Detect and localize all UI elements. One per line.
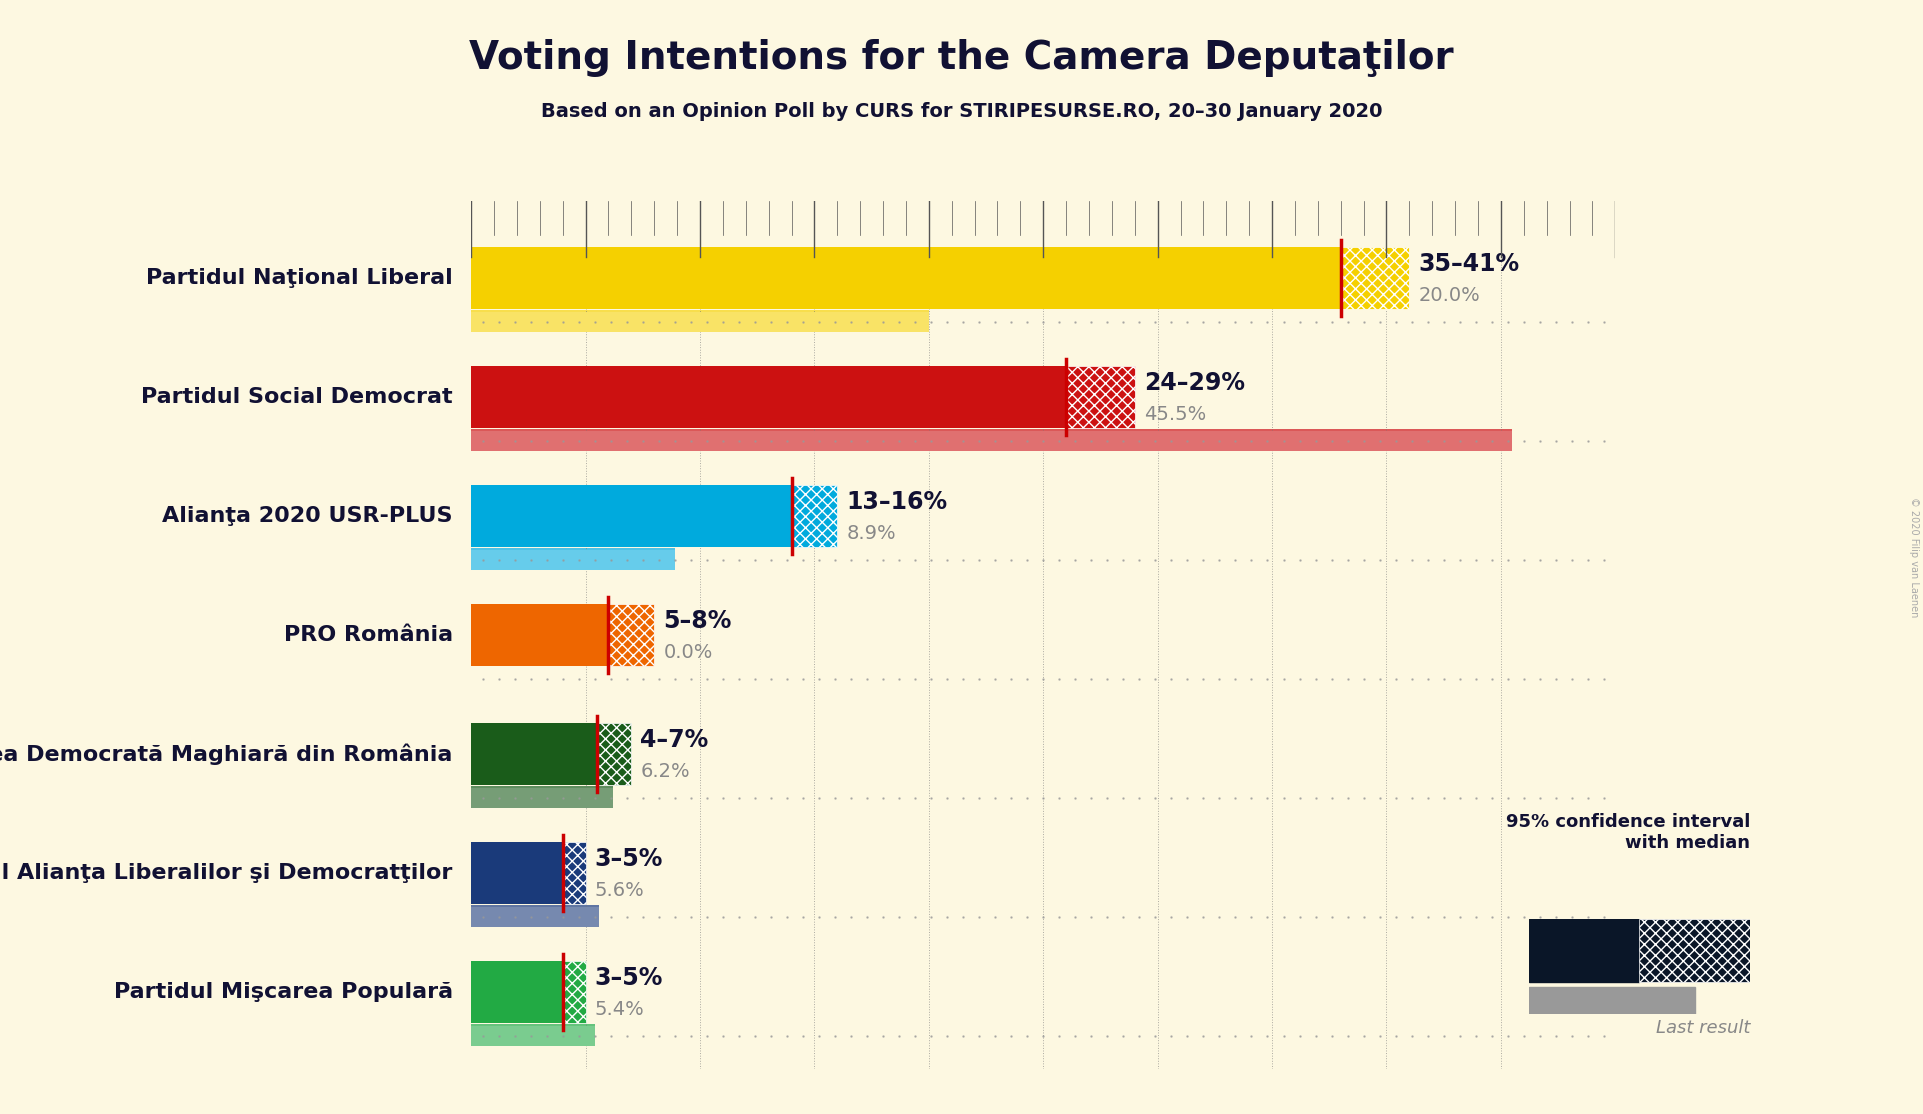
- Bar: [471, 1024, 1615, 1044]
- Text: 0.0%: 0.0%: [663, 643, 713, 663]
- Bar: [1529, 919, 1640, 983]
- Bar: [471, 367, 1065, 428]
- Text: 5.6%: 5.6%: [594, 881, 644, 900]
- Bar: [471, 310, 1615, 330]
- Bar: [1340, 247, 1410, 309]
- Bar: [1640, 919, 1750, 983]
- Bar: [471, 548, 675, 568]
- Text: Based on an Opinion Poll by CURS for STIRIPESURSE.RO, 20–30 January 2020: Based on an Opinion Poll by CURS for STI…: [540, 102, 1383, 121]
- Bar: [471, 961, 563, 1023]
- Bar: [471, 786, 1615, 805]
- Bar: [471, 429, 1615, 449]
- Text: 20.0%: 20.0%: [1419, 286, 1481, 305]
- Bar: [471, 548, 1615, 568]
- Text: 3–5%: 3–5%: [594, 847, 663, 871]
- Text: 6.2%: 6.2%: [640, 762, 690, 781]
- Bar: [608, 604, 654, 666]
- Bar: [471, 842, 563, 903]
- Bar: [563, 842, 587, 903]
- Text: Partidul Social Democrat: Partidul Social Democrat: [140, 387, 452, 407]
- Bar: [471, 429, 1511, 449]
- Text: PRO România: PRO România: [285, 625, 452, 645]
- Text: 24–29%: 24–29%: [1144, 371, 1244, 394]
- Text: Voting Intentions for the Camera Deputaţilor: Voting Intentions for the Camera Deputaţ…: [469, 39, 1454, 77]
- Bar: [471, 1026, 594, 1046]
- Text: Alianţa 2020 USR-PLUS: Alianţa 2020 USR-PLUS: [162, 506, 452, 526]
- Bar: [1529, 987, 1694, 1014]
- Text: 13–16%: 13–16%: [846, 490, 948, 514]
- Bar: [471, 906, 600, 925]
- Bar: [596, 723, 631, 785]
- Text: 8.9%: 8.9%: [846, 525, 896, 544]
- Text: 95% confidence interval
with median: 95% confidence interval with median: [1506, 813, 1750, 852]
- Bar: [471, 786, 613, 805]
- Text: Last result: Last result: [1656, 1019, 1750, 1037]
- Bar: [471, 312, 929, 332]
- Bar: [471, 485, 792, 547]
- Text: 5–8%: 5–8%: [663, 608, 733, 633]
- Bar: [471, 247, 1340, 309]
- Text: 45.5%: 45.5%: [1144, 405, 1206, 424]
- Bar: [471, 788, 613, 808]
- Text: 3–5%: 3–5%: [594, 966, 663, 989]
- Text: 5.4%: 5.4%: [594, 1000, 644, 1019]
- Bar: [471, 723, 596, 785]
- Text: Partidul Alianţa Liberalilor şi Democratţilor: Partidul Alianţa Liberalilor şi Democrat…: [0, 863, 452, 883]
- Bar: [471, 667, 1615, 687]
- Text: 4–7%: 4–7%: [640, 727, 710, 752]
- Bar: [1065, 367, 1135, 428]
- Text: © 2020 Filip van Laenen: © 2020 Filip van Laenen: [1910, 497, 1919, 617]
- Bar: [792, 485, 837, 547]
- Text: Partidul Naţional Liberal: Partidul Naţional Liberal: [146, 267, 452, 287]
- Text: Uniunea Democrată Maghiară din România: Uniunea Democrată Maghiară din România: [0, 743, 452, 764]
- Bar: [471, 550, 675, 569]
- Bar: [563, 961, 587, 1023]
- Bar: [471, 604, 608, 666]
- Bar: [471, 431, 1511, 451]
- Bar: [471, 1024, 594, 1044]
- Bar: [471, 310, 929, 330]
- Bar: [471, 906, 1615, 925]
- Text: Partidul Mişcarea Populară: Partidul Mişcarea Populară: [113, 983, 452, 1003]
- Bar: [471, 907, 600, 927]
- Text: 35–41%: 35–41%: [1419, 252, 1519, 275]
